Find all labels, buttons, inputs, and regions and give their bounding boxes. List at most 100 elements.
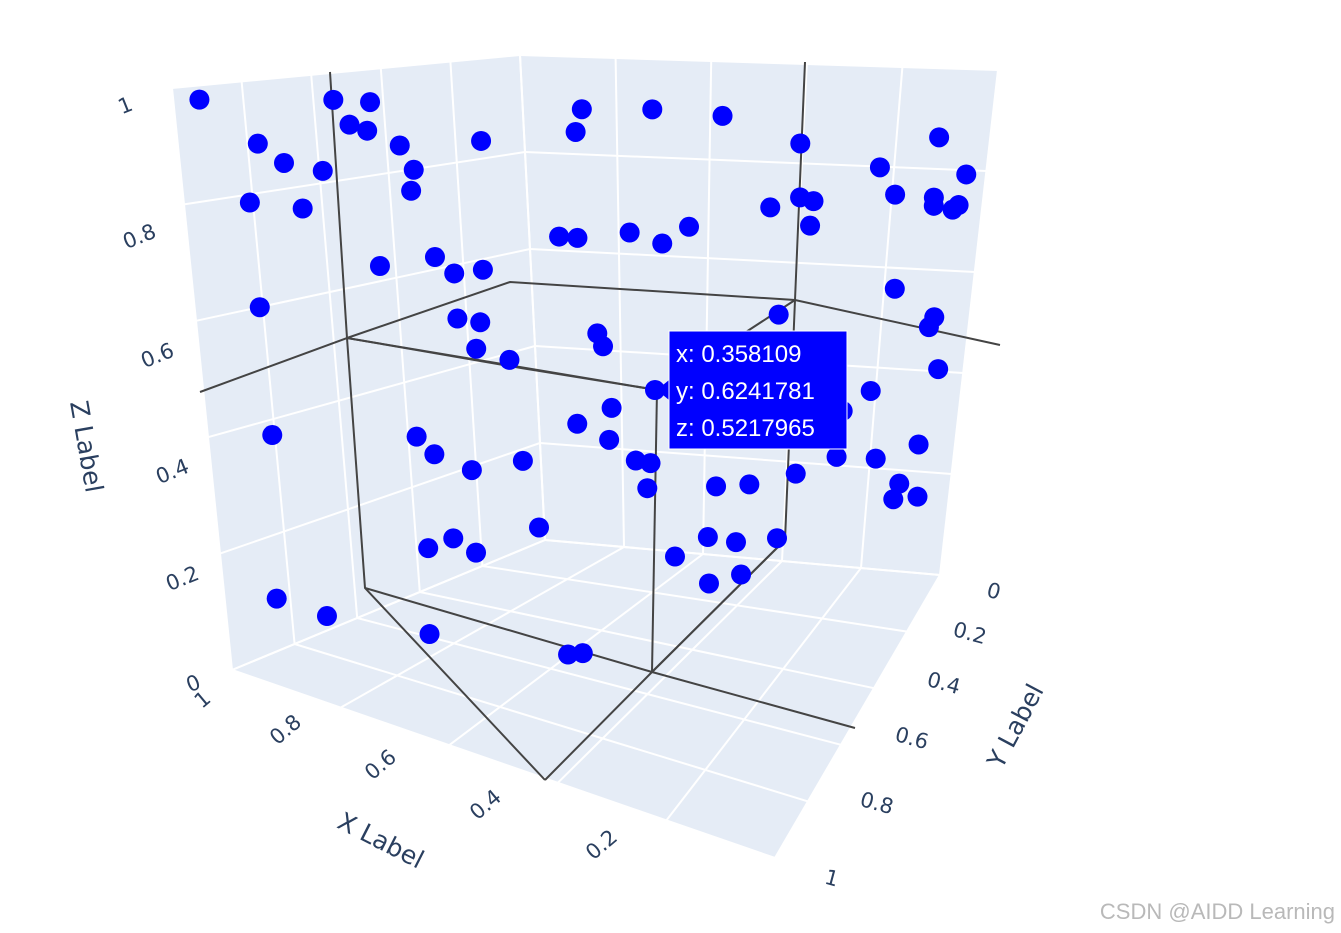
marker-point <box>470 312 491 333</box>
marker-point <box>266 588 287 609</box>
marker-point <box>389 135 410 156</box>
marker-point <box>360 92 381 113</box>
marker-point <box>292 198 313 219</box>
grid-floor-u-4 <box>665 567 862 822</box>
spike-projection-2 <box>329 71 546 781</box>
marker-point <box>697 527 718 548</box>
marker-point <box>529 517 550 538</box>
tooltip-z: z: 0.5217965 <box>676 415 815 442</box>
grid-right-h-5 <box>519 54 999 71</box>
marker-point <box>571 99 592 120</box>
marker-point <box>929 127 950 148</box>
marker-point <box>444 263 465 284</box>
marker-point <box>889 473 910 494</box>
marker-point <box>712 105 733 126</box>
marker-point <box>679 216 700 237</box>
marker-point <box>731 564 752 585</box>
marker-point <box>826 446 847 467</box>
marker-point <box>418 538 439 559</box>
y-tick-label: 0.6 <box>893 722 931 754</box>
marker-point <box>424 444 445 465</box>
marker-point <box>908 434 929 455</box>
y-tick-label: 0 <box>984 578 1003 605</box>
marker-point <box>512 450 533 471</box>
z-tick-label: 0.4 <box>152 454 192 489</box>
marker-point <box>357 120 378 141</box>
marker-point <box>471 130 492 151</box>
marker-point <box>642 99 663 120</box>
marker-point <box>928 359 949 380</box>
marker-point <box>247 133 268 154</box>
grid-right-v-5 <box>939 69 999 576</box>
floor <box>232 540 940 858</box>
marker-point <box>599 429 620 450</box>
grid-floor-u-3 <box>557 560 783 784</box>
marker-point <box>401 180 422 201</box>
marker-point <box>803 191 824 212</box>
grid-floor-u-1 <box>340 546 625 709</box>
marker-point <box>923 195 944 216</box>
grid-floor-v-3 <box>419 591 875 690</box>
x-tick-label: 0.6 <box>360 745 401 785</box>
grid-floor-v-0 <box>231 669 776 859</box>
marker-point <box>424 247 445 268</box>
marker-point <box>262 425 283 446</box>
marker-point <box>316 606 337 627</box>
marker-point <box>572 643 593 664</box>
z-tick-label: 0.2 <box>162 561 202 596</box>
marker-point <box>907 486 928 507</box>
marker-point <box>785 463 806 484</box>
marker-point <box>865 448 886 469</box>
marker-point <box>567 227 588 248</box>
grid-floor-v-4 <box>482 565 908 633</box>
marker-point <box>443 528 464 549</box>
watermark: CSDN @AIDD Learning <box>1099 899 1335 924</box>
marker-point <box>883 489 904 510</box>
marker-point <box>884 278 905 299</box>
marker-point <box>558 644 579 665</box>
tooltip-box <box>668 330 848 450</box>
x-tick-label: 0.8 <box>265 710 306 750</box>
marker-point <box>189 89 210 110</box>
grid-left-v-5 <box>519 54 546 541</box>
grid-left-v-3 <box>379 68 421 593</box>
tooltip-pointer <box>657 380 669 400</box>
grid-left-h-4 <box>183 151 526 206</box>
marker-point <box>406 426 427 447</box>
x-tick-label: 0.2 <box>581 825 622 865</box>
grid-right-h-3 <box>529 248 975 273</box>
marker-point <box>312 160 333 181</box>
grid-floor-v-1 <box>294 643 809 803</box>
marker-point <box>767 528 788 549</box>
marker-point <box>419 624 440 645</box>
spike-projection-0 <box>199 336 658 393</box>
hover-tooltip: x: 0.358109 y: 0.6241781 z: 0.5217965 <box>657 330 848 450</box>
grid-right-h-4 <box>524 151 987 172</box>
grid-left-v-4 <box>449 61 484 567</box>
grid-floor-u-0 <box>231 539 546 671</box>
y-tick-label: 0.2 <box>951 617 989 649</box>
grid-right-v-4 <box>860 66 904 569</box>
grid-floor-u-5 <box>774 574 941 859</box>
marker-point <box>461 460 482 481</box>
marker-point <box>601 397 622 418</box>
z-tick-label: 0.8 <box>119 219 159 254</box>
marker-point <box>800 215 821 236</box>
grid-left-v-0 <box>171 87 233 671</box>
marker-point <box>885 184 906 205</box>
grid-right-v-1 <box>614 57 625 548</box>
y-axis-title: Y Label <box>981 679 1050 774</box>
grid-floor-v-5 <box>544 539 941 576</box>
marker-point <box>499 349 520 370</box>
grid-left-h-5 <box>171 54 521 89</box>
tooltip-x: x: 0.358109 <box>676 341 801 368</box>
marker-point <box>652 233 673 254</box>
z-axis-title: Z Label <box>64 398 109 494</box>
x-tick-label: 0.4 <box>465 785 506 825</box>
marker-point <box>664 546 685 567</box>
marker-point <box>249 297 270 318</box>
marker-point <box>466 338 487 359</box>
y-tick-label: 0.4 <box>925 667 963 699</box>
axis-planes <box>172 55 998 858</box>
